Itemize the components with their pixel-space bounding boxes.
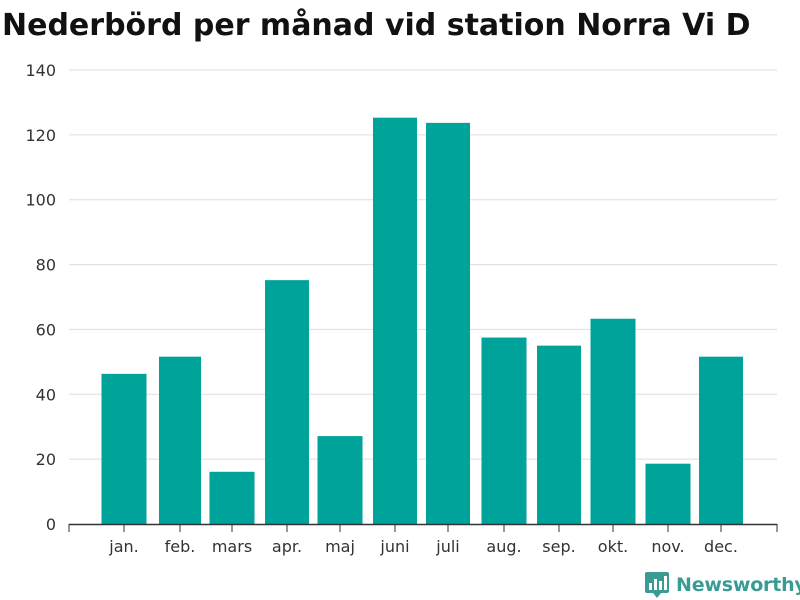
x-tick-label: okt. xyxy=(598,537,628,556)
bar xyxy=(265,280,309,524)
bar xyxy=(373,117,417,525)
x-tick-label: juli xyxy=(435,537,459,556)
y-tick-label: 0 xyxy=(46,515,56,534)
y-tick-label: 100 xyxy=(25,191,56,210)
newsworthy-logo-icon xyxy=(645,572,669,598)
x-tick-label: sep. xyxy=(542,537,575,556)
x-tick-label: feb. xyxy=(165,537,196,556)
y-tick-label: 120 xyxy=(25,126,56,145)
x-tick-label: jan. xyxy=(108,537,138,556)
bar xyxy=(426,122,470,524)
bar xyxy=(590,318,636,524)
x-tick-label: mars xyxy=(212,537,252,556)
newsworthy-logo-text: Newsworthy xyxy=(676,574,800,596)
bar xyxy=(481,337,527,524)
y-tick-label: 80 xyxy=(36,256,56,275)
x-tick-label: maj xyxy=(325,537,355,556)
x-tick-label: dec. xyxy=(704,537,738,556)
bar xyxy=(537,345,581,524)
bar xyxy=(159,356,201,524)
chart-title: Nederbörd per månad vid station Norra Vi… xyxy=(2,8,751,43)
x-tick-label: juni xyxy=(379,537,409,556)
newsworthy-logo: Newsworthy xyxy=(644,570,800,600)
y-tick-label: 140 xyxy=(25,61,56,80)
x-tick-label: nov. xyxy=(651,537,684,556)
y-tick-label: 60 xyxy=(36,320,56,339)
bar xyxy=(645,463,691,524)
bar xyxy=(317,436,363,524)
bar xyxy=(101,373,147,524)
bar xyxy=(209,471,255,524)
y-tick-label: 20 xyxy=(36,450,56,469)
bar xyxy=(699,356,743,524)
x-tick-label: apr. xyxy=(272,537,302,556)
x-tick-label: aug. xyxy=(486,537,521,556)
y-tick-label: 40 xyxy=(36,385,56,404)
